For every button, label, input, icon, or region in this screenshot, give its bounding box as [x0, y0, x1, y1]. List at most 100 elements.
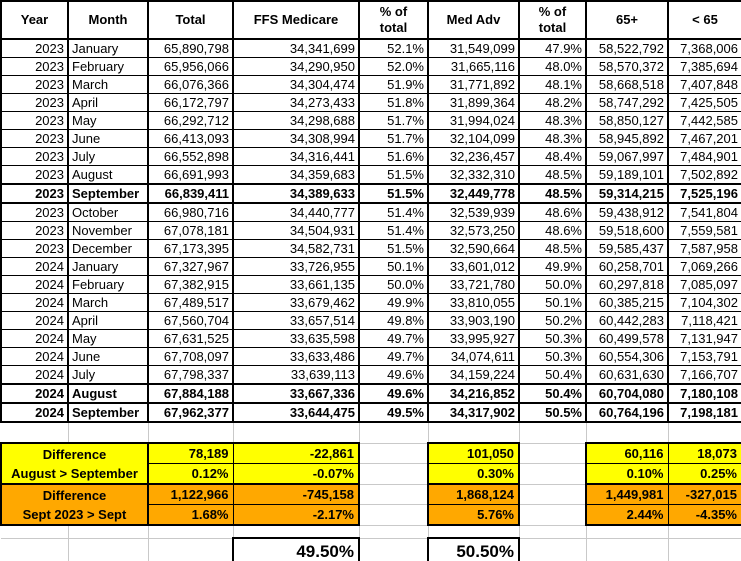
cell-ffs[interactable]: 33,726,955 — [232, 257, 360, 276]
cell-medadv[interactable]: 34,074,611 — [427, 347, 520, 366]
cell-medadv-pct[interactable]: 50.1% — [518, 293, 587, 312]
cell-under65[interactable]: 7,407,848 — [667, 75, 741, 94]
cell-year[interactable]: 2024 — [0, 311, 69, 330]
cell-ffs-pct[interactable]: 51.4% — [358, 221, 429, 240]
cell-year[interactable]: 2023 — [0, 239, 69, 258]
cell-year[interactable]: 2024 — [0, 402, 69, 423]
cell-total[interactable]: 67,173,395 — [147, 239, 234, 258]
cell-medadv-pct[interactable]: 50.2% — [518, 311, 587, 330]
summary-cell-under65-diff-abs[interactable]: 18,073 — [667, 442, 741, 464]
cell-ffs[interactable]: 34,504,931 — [232, 221, 360, 240]
cell-under65[interactable]: 7,442,585 — [667, 111, 741, 130]
summary-cell-total-diff-abs[interactable]: 78,189 — [147, 442, 234, 464]
cell-ffs[interactable]: 33,661,135 — [232, 275, 360, 294]
cell-month[interactable]: February — [67, 57, 149, 76]
cell-month[interactable]: September — [67, 183, 149, 204]
cell-medadv[interactable]: 31,899,364 — [427, 93, 520, 112]
cell-total[interactable]: 67,631,525 — [147, 329, 234, 348]
cell-medadv[interactable]: 32,104,099 — [427, 129, 520, 148]
cell-ffs[interactable]: 33,639,113 — [232, 365, 360, 385]
cell-65plus[interactable]: 60,631,630 — [585, 365, 669, 385]
cell-month[interactable]: March — [67, 75, 149, 94]
cell-total[interactable]: 66,076,366 — [147, 75, 234, 94]
cell-65plus[interactable]: 59,067,997 — [585, 147, 669, 166]
cell-ffs[interactable]: 34,341,699 — [232, 38, 360, 58]
cell-medadv-pct[interactable]: 50.3% — [518, 347, 587, 366]
cell-under65[interactable]: 7,368,006 — [667, 38, 741, 58]
cell-medadv-pct[interactable]: 49.9% — [518, 257, 587, 276]
cell-month[interactable]: August — [67, 383, 149, 404]
cell-ffs-pct[interactable]: 49.9% — [358, 293, 429, 312]
column-header-medadv-pct-of-total[interactable]: % of total — [518, 0, 587, 40]
cell-ffs-pct[interactable]: 50.0% — [358, 275, 429, 294]
cell-total[interactable]: 65,890,798 — [147, 38, 234, 58]
cell-medadv[interactable]: 34,216,852 — [427, 383, 520, 404]
cell-65plus[interactable]: 59,189,101 — [585, 165, 669, 185]
cell-total[interactable]: 66,839,411 — [147, 183, 234, 204]
cell-medadv[interactable]: 32,449,778 — [427, 183, 520, 204]
cell-ffs[interactable]: 33,657,514 — [232, 311, 360, 330]
cell-65plus[interactable]: 58,522,792 — [585, 38, 669, 58]
cell-medadv[interactable]: 33,995,927 — [427, 329, 520, 348]
cell-ffs-pct[interactable]: 52.0% — [358, 57, 429, 76]
cell-month[interactable]: March — [67, 293, 149, 312]
column-header-ffs-pct-of-total[interactable]: % of total — [358, 0, 429, 40]
cell-ffs[interactable]: 34,273,433 — [232, 93, 360, 112]
summary-cell-under65-diff-pct[interactable]: 0.25% — [667, 463, 741, 485]
cell-month[interactable]: February — [67, 275, 149, 294]
ffs-share-box[interactable]: 49.50% — [232, 537, 360, 561]
cell-total[interactable]: 66,552,898 — [147, 147, 234, 166]
column-header-med-adv[interactable]: Med Adv — [427, 0, 520, 40]
cell-medadv[interactable]: 31,665,116 — [427, 57, 520, 76]
summary-label-yoy[interactable]: Difference Sept 2023 > Sept — [0, 483, 149, 526]
cell-year[interactable]: 2023 — [0, 221, 69, 240]
summary-cell-medadv-yoy-abs[interactable]: 1,868,124 — [427, 483, 520, 505]
cell-year[interactable]: 2023 — [0, 57, 69, 76]
cell-total[interactable]: 67,708,097 — [147, 347, 234, 366]
cell-ffs[interactable]: 34,290,950 — [232, 57, 360, 76]
cell-ffs-pct[interactable]: 51.5% — [358, 183, 429, 204]
cell-medadv[interactable]: 31,549,099 — [427, 38, 520, 58]
cell-under65[interactable]: 7,131,947 — [667, 329, 741, 348]
cell-ffs-pct[interactable]: 51.5% — [358, 239, 429, 258]
cell-year[interactable]: 2023 — [0, 38, 69, 58]
cell-medadv-pct[interactable]: 48.4% — [518, 147, 587, 166]
cell-ffs[interactable]: 34,582,731 — [232, 239, 360, 258]
cell-medadv-pct[interactable]: 50.0% — [518, 275, 587, 294]
cell-month[interactable]: November — [67, 221, 149, 240]
cell-medadv[interactable]: 33,810,055 — [427, 293, 520, 312]
cell-ffs[interactable]: 34,359,683 — [232, 165, 360, 185]
cell-65plus[interactable]: 60,704,080 — [585, 383, 669, 404]
cell-total[interactable]: 65,956,066 — [147, 57, 234, 76]
cell-medadv-pct[interactable]: 47.9% — [518, 38, 587, 58]
cell-65plus[interactable]: 60,258,701 — [585, 257, 669, 276]
cell-under65[interactable]: 7,198,181 — [667, 402, 741, 423]
cell-total[interactable]: 67,798,337 — [147, 365, 234, 385]
summary-cell-65plus-yoy-pct[interactable]: 2.44% — [585, 504, 669, 526]
cell-medadv-pct[interactable]: 50.5% — [518, 402, 587, 423]
cell-ffs-pct[interactable]: 49.6% — [358, 365, 429, 385]
cell-under65[interactable]: 7,484,901 — [667, 147, 741, 166]
cell-medadv[interactable]: 32,590,664 — [427, 239, 520, 258]
cell-under65[interactable]: 7,166,707 — [667, 365, 741, 385]
cell-total[interactable]: 67,884,188 — [147, 383, 234, 404]
cell-65plus[interactable]: 59,438,912 — [585, 202, 669, 222]
cell-ffs-pct[interactable]: 49.8% — [358, 311, 429, 330]
summary-cell-under65-yoy-abs[interactable]: -327,015 — [667, 483, 741, 505]
cell-under65[interactable]: 7,467,201 — [667, 129, 741, 148]
cell-ffs[interactable]: 33,679,462 — [232, 293, 360, 312]
cell-medadv[interactable]: 33,601,012 — [427, 257, 520, 276]
cell-under65[interactable]: 7,069,266 — [667, 257, 741, 276]
column-header-65plus[interactable]: 65+ — [585, 0, 669, 40]
cell-65plus[interactable]: 60,385,215 — [585, 293, 669, 312]
cell-total[interactable]: 67,489,517 — [147, 293, 234, 312]
cell-ffs-pct[interactable]: 50.1% — [358, 257, 429, 276]
cell-medadv-pct[interactable]: 48.0% — [518, 57, 587, 76]
cell-medadv-pct[interactable]: 48.3% — [518, 129, 587, 148]
cell-month[interactable]: December — [67, 239, 149, 258]
cell-ffs[interactable]: 34,389,633 — [232, 183, 360, 204]
cell-65plus[interactable]: 59,518,600 — [585, 221, 669, 240]
cell-total[interactable]: 66,292,712 — [147, 111, 234, 130]
cell-month[interactable]: May — [67, 111, 149, 130]
cell-65plus[interactable]: 59,314,215 — [585, 183, 669, 204]
